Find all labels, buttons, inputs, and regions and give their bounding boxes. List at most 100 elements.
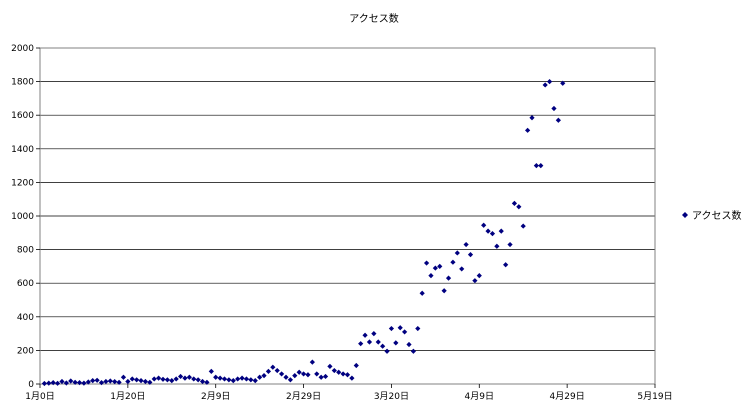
data-point [204, 379, 210, 385]
data-point [362, 332, 368, 338]
data-point [476, 273, 482, 279]
data-point [257, 374, 263, 380]
data-point [208, 368, 214, 374]
data-point [164, 377, 170, 383]
data-point [402, 329, 408, 335]
data-point [68, 378, 74, 384]
data-point [279, 371, 285, 377]
data-point [63, 380, 69, 386]
data-point [450, 259, 456, 265]
data-point [419, 290, 425, 296]
data-point [511, 200, 518, 206]
data-point [195, 377, 201, 383]
data-point [129, 376, 135, 382]
data-point [428, 273, 434, 279]
data-point [160, 376, 166, 382]
data-point [384, 348, 390, 354]
y-tick-label: 1400 [11, 145, 34, 155]
x-axis: 1月0日 1月20日 2月9日 2月29日 3月20日 4月9日 4月29日 5月19日 [25, 384, 673, 402]
data-point [217, 375, 223, 381]
data-point [406, 341, 412, 348]
data-point [445, 275, 452, 281]
data-point [116, 379, 122, 385]
data-point [292, 373, 298, 379]
data-point [243, 376, 250, 382]
data-point [120, 374, 127, 380]
x-tick-label: 2月9日 [201, 391, 230, 402]
data-point [72, 379, 78, 385]
data-series [41, 79, 566, 387]
data-point [156, 375, 162, 381]
data-point [467, 252, 474, 258]
data-point [50, 380, 56, 386]
data-point [177, 373, 184, 380]
data-point [169, 378, 175, 384]
data-point [485, 228, 491, 234]
data-point [432, 265, 438, 271]
data-point [388, 325, 395, 332]
data-point [142, 378, 149, 385]
data-point [300, 371, 307, 377]
data-point [340, 371, 346, 377]
data-point [463, 241, 469, 248]
data-point [81, 380, 87, 386]
data-point [151, 376, 157, 382]
data-point [551, 105, 557, 112]
data-point [481, 222, 487, 228]
data-point [525, 127, 531, 133]
data-point [186, 374, 192, 380]
data-point [538, 163, 544, 169]
data-point [331, 367, 337, 374]
data-point [265, 368, 272, 374]
data-point [54, 380, 61, 386]
data-point [560, 80, 566, 86]
data-point [112, 379, 118, 385]
data-point [459, 266, 465, 272]
data-point [226, 377, 232, 383]
y-tick-label: 1200 [11, 178, 34, 188]
data-point [248, 377, 254, 383]
data-point [41, 380, 47, 387]
data-point [371, 331, 377, 337]
y-tick-label: 1000 [11, 212, 34, 222]
data-point [353, 362, 359, 369]
data-point [336, 369, 342, 375]
data-point [305, 372, 311, 378]
data-point [533, 163, 539, 169]
data-point [191, 376, 197, 382]
chart-title: アクセス数 [349, 12, 399, 25]
data-point [138, 378, 144, 384]
data-point [107, 378, 113, 384]
legend-label: アクセス数 [692, 209, 742, 222]
y-tick-label: 800 [17, 246, 34, 256]
data-point [498, 228, 504, 234]
data-point [454, 250, 460, 256]
data-point [270, 364, 276, 370]
data-point [76, 380, 83, 386]
data-point [103, 378, 109, 385]
data-point [393, 340, 399, 346]
legend: アクセス数 [682, 209, 742, 222]
data-point [46, 380, 52, 386]
data-point [318, 374, 324, 380]
data-point [542, 82, 548, 88]
x-tick-label: 2月29日 [286, 391, 321, 402]
data-point [410, 348, 416, 354]
y-tick-label: 600 [17, 279, 34, 289]
data-point [489, 231, 496, 237]
data-point [520, 223, 526, 229]
data-point [437, 263, 443, 269]
legend-marker-icon [682, 212, 688, 218]
y-axis: 0 200 400 600 800 1000 1200 1400 1600 1800 2000 [11, 44, 40, 390]
data-point [134, 377, 140, 383]
x-tick-label: 5月19日 [637, 391, 672, 402]
data-point [230, 378, 236, 384]
data-point [182, 375, 188, 381]
data-point [375, 339, 381, 345]
data-point [366, 339, 373, 345]
x-tick-label: 1月0日 [25, 391, 54, 402]
data-point [358, 341, 364, 347]
y-tick-label: 200 [17, 346, 34, 356]
y-tick-label: 0 [28, 380, 34, 390]
